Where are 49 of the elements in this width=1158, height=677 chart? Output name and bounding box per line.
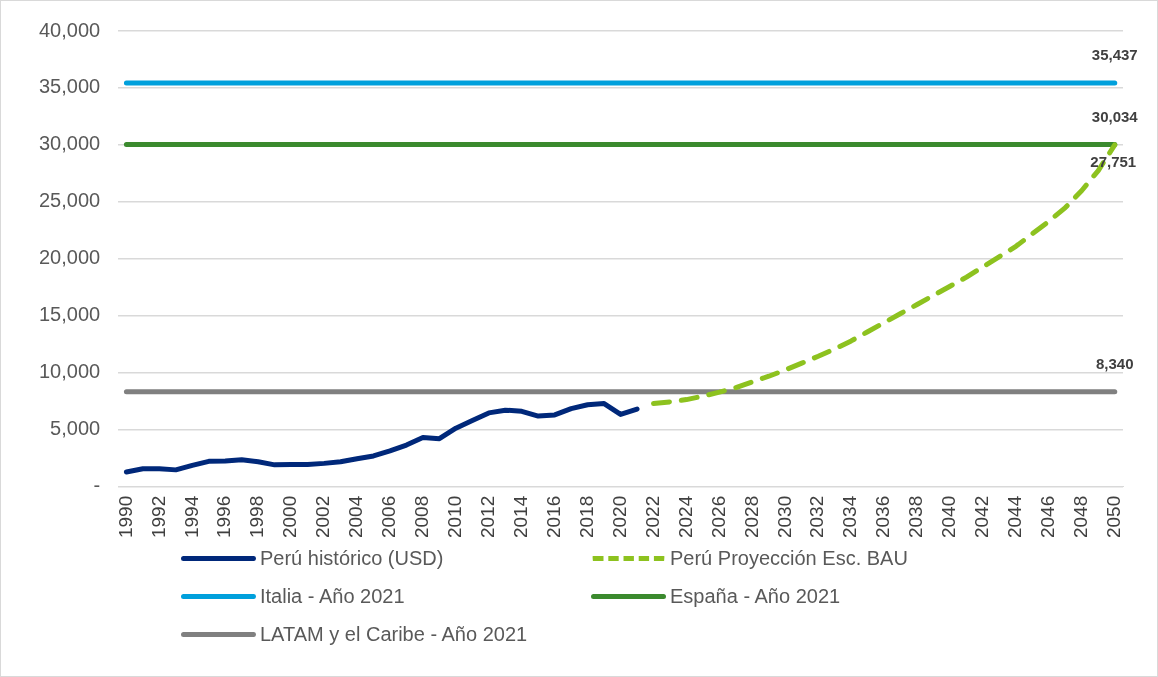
data-label: 35,437 [1091, 46, 1138, 64]
data-label: 30,034 [1091, 107, 1139, 125]
x-tick-label: 2028 [740, 495, 762, 539]
x-tick-label: 2008 [411, 495, 433, 539]
x-tick-label: 2014 [509, 495, 531, 539]
legend-label: España - Año 2021 [670, 584, 841, 608]
y-tick-label: 10,000 [39, 360, 101, 383]
x-tick-label: 2040 [938, 495, 960, 539]
x-tick-label: 2034 [839, 495, 861, 539]
x-tick-label: 2016 [542, 495, 564, 539]
legend-label: Italia - Año 2021 [260, 584, 405, 608]
x-tick-label: 2010 [444, 495, 466, 539]
x-tick-label: 2042 [971, 495, 993, 539]
y-tick-label: 30,000 [39, 132, 101, 155]
x-tick-label: 2050 [1103, 495, 1124, 539]
x-tick-label: 2044 [1004, 495, 1026, 539]
x-tick-label: 2002 [312, 495, 334, 539]
y-tick-label: 40,000 [39, 18, 101, 41]
x-tick-label: 2004 [345, 495, 367, 539]
x-tick-label: 2036 [872, 495, 894, 539]
x-tick-label: 1998 [246, 495, 268, 539]
y-tick-label: 35,000 [39, 75, 101, 98]
legend-label: LATAM y el Caribe - Año 2021 [260, 622, 528, 646]
x-tick-label: 1990 [114, 495, 136, 539]
data-label: 8,340 [1095, 354, 1134, 372]
x-tick-label: 2012 [477, 495, 499, 539]
y-tick-label: - [93, 474, 101, 497]
y-tick-label: 5,000 [50, 417, 101, 440]
y-tick-label: 25,000 [39, 189, 101, 212]
x-tick-label: 2020 [608, 495, 630, 539]
x-tick-label: 2024 [674, 495, 696, 539]
x-tick-label: 2018 [575, 495, 597, 539]
x-tick-label: 1992 [147, 495, 169, 539]
x-tick-label: 2026 [707, 495, 729, 539]
x-tick-label: 2048 [1070, 495, 1092, 539]
x-tick-label: 2006 [378, 495, 400, 539]
x-tick-label: 1996 [213, 495, 235, 539]
x-tick-label: 2032 [806, 495, 828, 539]
legend-label: Perú Proyección Esc. BAU [670, 546, 908, 570]
x-tick-label: 2000 [279, 495, 301, 539]
x-tick-label: 1994 [180, 495, 202, 539]
y-tick-label: 20,000 [39, 246, 101, 269]
x-tick-label: 2038 [905, 495, 927, 539]
y-tick-label: 15,000 [39, 303, 101, 326]
data-label: 27,751 [1090, 152, 1137, 170]
x-tick-label: 2022 [641, 495, 663, 539]
x-tick-label: 2046 [1037, 495, 1059, 539]
x-tick-label: 2030 [773, 495, 795, 539]
legend-label: Perú histórico (USD) [260, 546, 444, 570]
